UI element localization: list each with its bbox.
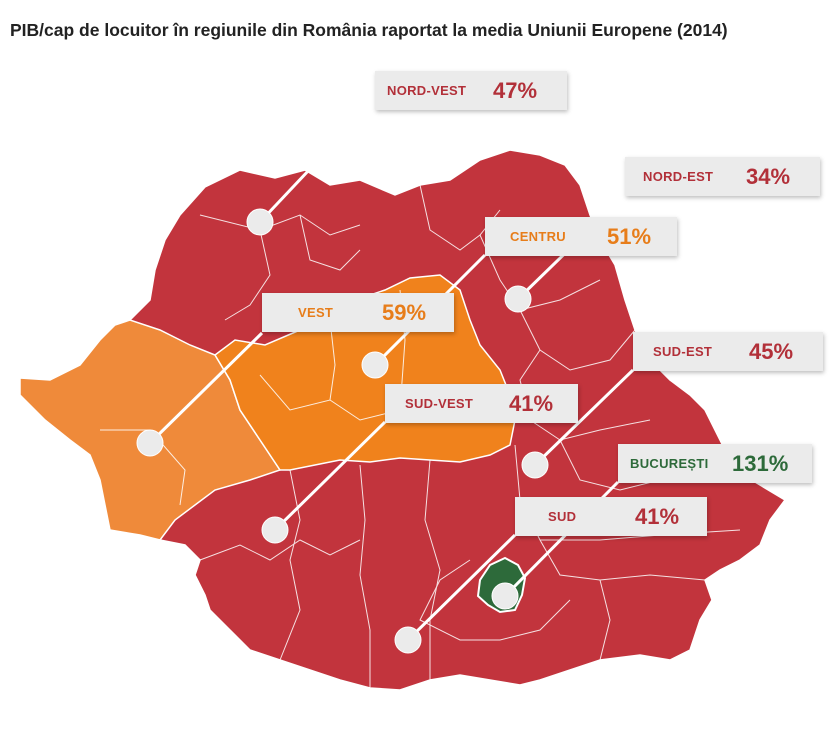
region-value: 131% [732, 450, 789, 476]
leader-lines [148, 98, 635, 642]
marker-sud [394, 626, 422, 654]
map-title: PIB/cap de locuitor în regiunile din Rom… [10, 20, 728, 40]
marker-centru [361, 351, 389, 379]
marker-nord-vest [246, 208, 274, 236]
region-name: NORD-EST [643, 169, 714, 184]
region-value: 51% [607, 223, 652, 249]
label-nord-est: NORD-EST 34% [625, 157, 820, 196]
region-name: CENTRU [510, 229, 566, 244]
marker-vest [136, 429, 164, 457]
region-value: 47% [493, 77, 538, 103]
region-value: 34% [746, 163, 791, 189]
region-value: 41% [635, 503, 680, 529]
marker-sud-est [521, 451, 549, 479]
label-sud-vest: SUD-VEST 41% [385, 384, 578, 423]
region-value: 41% [509, 390, 554, 416]
region-markers [136, 208, 549, 654]
region-name: NORD-VEST [387, 83, 467, 98]
label-sud: SUD 41% [515, 497, 707, 536]
region-name: SUD-VEST [405, 396, 474, 411]
region-name: SUD [548, 509, 577, 524]
marker-nord-est [504, 285, 532, 313]
region-value: 59% [382, 299, 427, 325]
region-name: VEST [298, 305, 334, 320]
label-centru: CENTRU 51% [485, 217, 677, 256]
marker-sud-vest [261, 516, 289, 544]
region-value: 45% [749, 338, 794, 364]
region-name: BUCUREȘTI [630, 456, 709, 471]
region-name: SUD-EST [653, 344, 713, 359]
label-bucuresti: BUCUREȘTI 131% [618, 444, 812, 483]
marker-bucuresti [491, 582, 519, 610]
label-sud-est: SUD-EST 45% [633, 332, 823, 371]
label-nord-vest: NORD-VEST 47% [375, 71, 567, 110]
label-vest: VEST 59% [262, 293, 454, 332]
